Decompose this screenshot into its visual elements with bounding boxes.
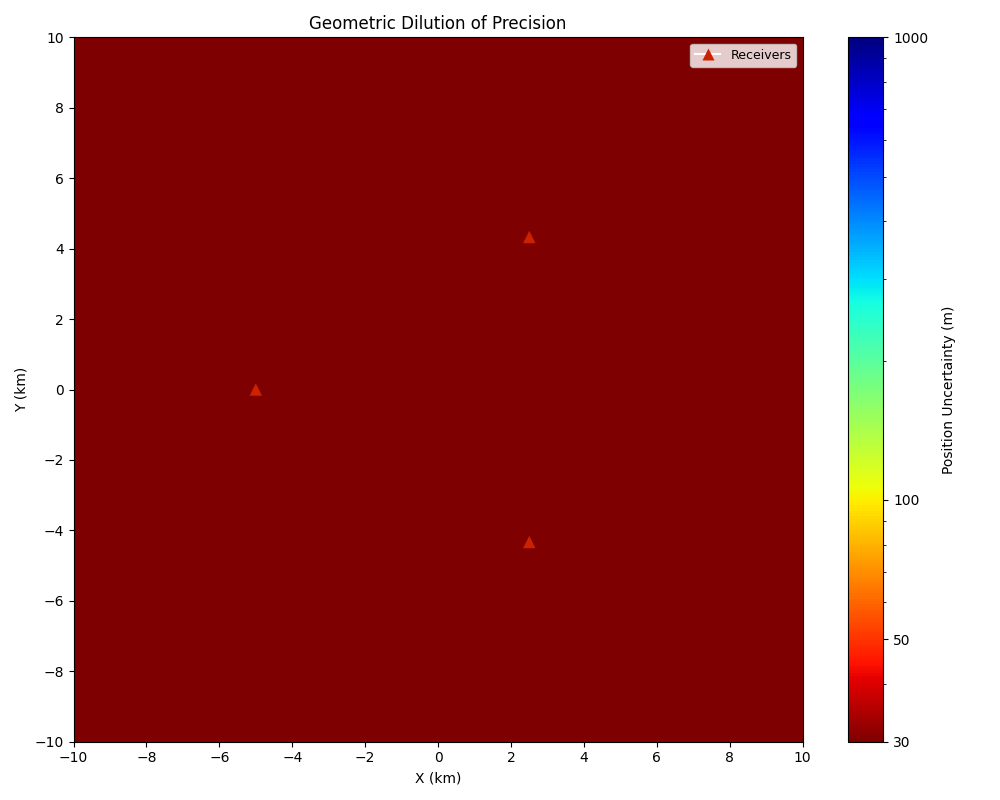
Point (521, 536, 537, 549)
Point (248, 383, 264, 396)
Y-axis label: Position Uncertainty (m): Position Uncertainty (m) (942, 306, 956, 474)
Point (521, 230, 537, 243)
X-axis label: X (km): X (km) (415, 771, 461, 785)
Title: Geometric Dilution of Precision: Geometric Dilution of Precision (309, 15, 567, 33)
Legend: Receivers: Receivers (690, 43, 796, 66)
Y-axis label: Y (km): Y (km) (15, 367, 29, 412)
